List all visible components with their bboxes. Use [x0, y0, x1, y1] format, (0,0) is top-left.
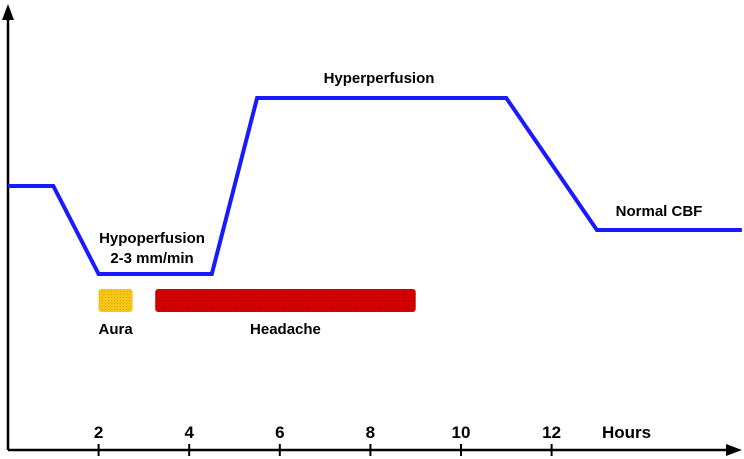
x-axis-arrow [726, 444, 742, 456]
duration-bars: Aura Headache [98, 289, 416, 338]
aura-duration-bar [98, 289, 133, 312]
cbf-series-line [8, 96, 742, 276]
hypoperfusion-label: Hypoperfusion [99, 230, 205, 247]
normal-cbf-label: Normal CBF [616, 203, 703, 220]
x-axis-label: Hours [602, 423, 651, 442]
x-tick-label: 4 [184, 423, 194, 442]
x-tick-label: 12 [542, 423, 561, 442]
headache-bar-label: Headache [250, 321, 321, 338]
headache-duration-bar [155, 289, 416, 312]
x-tick-label: 10 [452, 423, 471, 442]
aura-bar-label: Aura [98, 321, 133, 338]
x-tick-label: 2 [94, 423, 103, 442]
x-tick-label: 8 [366, 423, 375, 442]
hypoperfusion-rate-label: 2-3 mm/min [110, 250, 193, 267]
y-axis-arrow [2, 4, 14, 20]
x-ticks: 2 4 6 8 10 12 [94, 423, 561, 456]
x-tick-label: 6 [275, 423, 284, 442]
hyperperfusion-label: Hyperperfusion [324, 70, 435, 87]
